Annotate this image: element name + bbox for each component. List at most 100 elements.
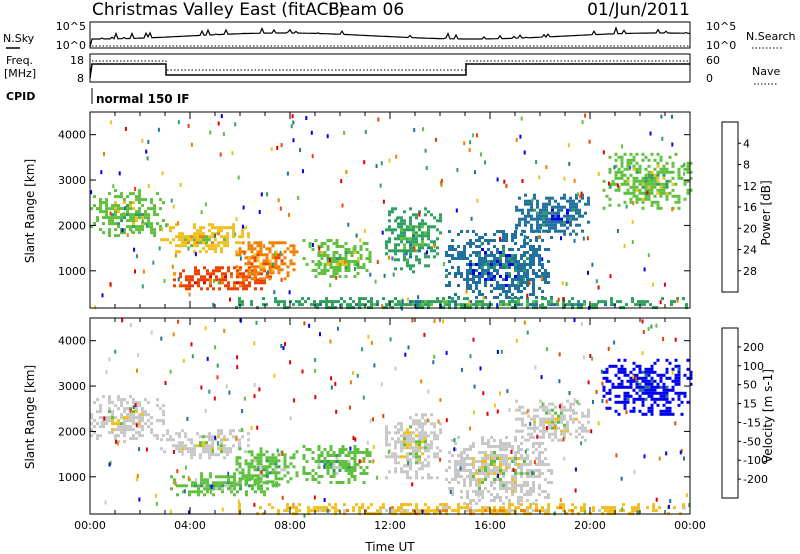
data-cell (424, 231, 427, 235)
data-cell (421, 225, 424, 229)
data-cell (650, 406, 654, 410)
data-cell (105, 204, 108, 208)
speckle-cell (524, 449, 527, 454)
data-cell (99, 204, 102, 208)
data-cell (566, 408, 569, 412)
data-cell (629, 409, 633, 413)
data-cell (175, 447, 178, 451)
data-cell (638, 397, 642, 401)
data-cell (202, 441, 205, 445)
data-cell (469, 254, 472, 257)
data-cell (214, 232, 217, 236)
data-cell (529, 254, 532, 257)
data-cell (463, 460, 466, 463)
data-cell (460, 490, 463, 493)
data-cell (132, 419, 135, 423)
data-cell (635, 373, 639, 377)
data-cell (502, 230, 505, 233)
y-tick-label: 2000 (58, 219, 86, 232)
data-cell (314, 269, 318, 272)
speckle-cell (436, 510, 439, 515)
data-cell (202, 435, 205, 439)
data-cell (254, 287, 257, 291)
data-cell (292, 262, 296, 266)
data-cell (418, 437, 421, 441)
data-cell (394, 237, 397, 241)
data-cell (677, 382, 681, 386)
data-cell (611, 182, 615, 186)
data-cell (160, 447, 163, 451)
data-cell (641, 391, 645, 395)
data-cell (274, 297, 277, 301)
data-cell (268, 456, 272, 460)
data-cell (126, 195, 129, 199)
data-cell (502, 233, 505, 236)
data-cell (554, 220, 557, 224)
data-cell (505, 496, 508, 499)
data-cell (481, 257, 484, 260)
speckle-cell (649, 131, 652, 136)
speckle-cell (541, 257, 544, 262)
data-cell (150, 231, 153, 235)
data-cell (200, 275, 203, 279)
data-cell (478, 257, 481, 260)
data-cell (153, 210, 156, 214)
data-cell (317, 254, 321, 257)
data-cell (656, 200, 660, 204)
data-cell (686, 376, 690, 380)
data-cell (653, 370, 657, 374)
data-cell (368, 460, 372, 463)
data-cell (529, 278, 532, 281)
data-cell (259, 262, 263, 266)
data-cell (391, 210, 394, 214)
data-cell (659, 194, 663, 198)
data-cell (532, 260, 535, 263)
speckle-cell (631, 240, 634, 244)
data-cell (518, 220, 521, 224)
data-cell (259, 253, 263, 257)
data-cell (427, 461, 430, 465)
data-cell (96, 398, 99, 402)
speckle-cell (277, 198, 280, 203)
speckle-cell (480, 241, 483, 246)
data-cell (326, 469, 330, 472)
data-cell (298, 303, 301, 307)
data-cell (527, 202, 530, 206)
data-cell (499, 275, 502, 278)
speckle-cell (652, 282, 654, 287)
data-cell (460, 506, 463, 510)
data-cell (629, 152, 633, 156)
data-cell (424, 213, 427, 217)
data-cell (263, 481, 266, 485)
data-cell (454, 303, 457, 307)
data-cell (332, 463, 336, 466)
data-cell (274, 477, 278, 481)
data-cell (527, 199, 530, 203)
data-cell (320, 475, 324, 478)
data-cell (238, 506, 241, 510)
data-cell (527, 211, 530, 215)
data-cell (346, 303, 349, 307)
data-cell (659, 188, 663, 192)
data-cell (232, 429, 235, 433)
data-cell (560, 220, 563, 224)
data-cell (421, 231, 424, 235)
data-cell (277, 477, 281, 481)
speckle-cell (633, 470, 636, 475)
data-cell (129, 437, 132, 441)
data-cell (439, 219, 442, 223)
data-cell (400, 222, 403, 226)
data-cell (602, 206, 606, 210)
data-cell (469, 303, 472, 307)
freq-unit-label: [MHz] (4, 67, 36, 80)
data-cell (332, 257, 336, 260)
data-cell (448, 245, 451, 248)
data-cell (620, 364, 624, 368)
data-cell (221, 481, 224, 485)
data-cell (466, 475, 469, 478)
data-cell (445, 506, 448, 510)
data-cell (169, 229, 172, 233)
data-cell (248, 484, 251, 488)
data-cell (335, 263, 339, 266)
data-cell (502, 457, 505, 460)
